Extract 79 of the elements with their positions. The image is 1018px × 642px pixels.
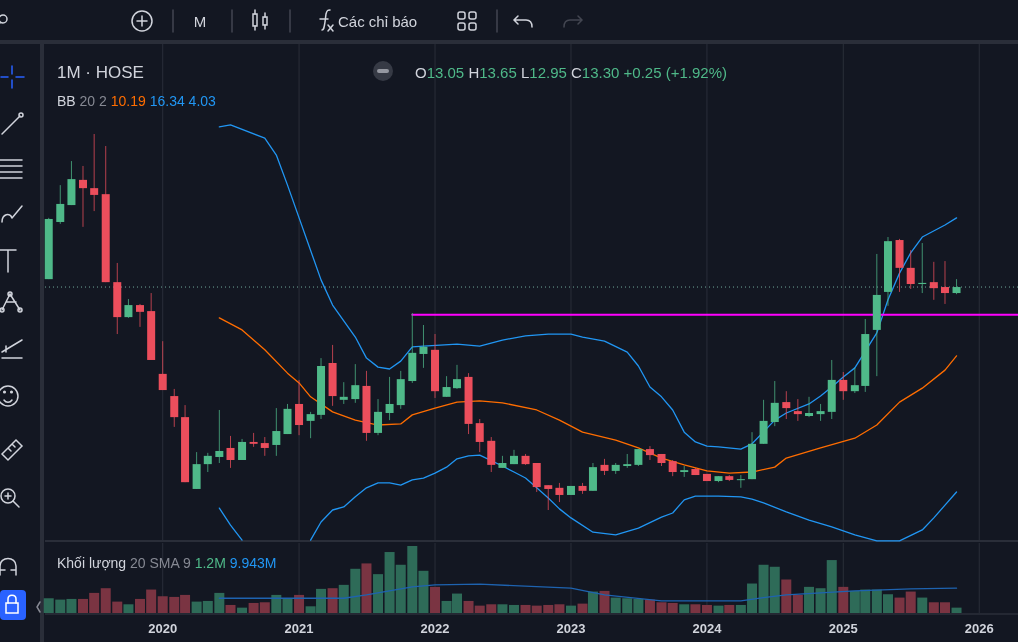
bar: [724, 604, 735, 613]
candlestick: [442, 375, 451, 398]
bar: [644, 599, 655, 613]
bar: [497, 604, 508, 613]
bar: [587, 591, 598, 613]
bar: [123, 604, 134, 613]
candlestick: [339, 381, 348, 405]
candlestick: [295, 379, 304, 436]
bar: [599, 590, 610, 613]
candlestick: [203, 452, 212, 473]
bar: [430, 586, 441, 613]
text: O13.05 H13.65 L12.95 C13.30 +0.25 (+1.92%): [415, 64, 728, 81]
candlestick: [135, 303, 144, 328]
candlestick: [260, 436, 269, 457]
chart-title: 1M · HOSE: [57, 63, 144, 82]
x-tick-label: 2024: [692, 621, 723, 636]
bar: [792, 594, 803, 613]
candlestick: [79, 165, 87, 228]
bar: [690, 604, 701, 613]
candlestick: [90, 133, 99, 212]
candlestick: [782, 390, 791, 420]
candlestick: [385, 376, 394, 421]
x-tick-label: 2026: [964, 621, 994, 636]
text: Các chỉ báo: [338, 13, 418, 30]
bar: [294, 594, 305, 613]
candlestick: [906, 249, 915, 290]
candlestick: [793, 398, 802, 422]
candlestick: [453, 364, 461, 390]
candlestick: [759, 399, 768, 445]
candlestick: [770, 380, 779, 427]
text: M: [193, 13, 207, 30]
bar: [361, 563, 372, 613]
bar: [781, 579, 792, 613]
bar: [679, 604, 690, 613]
bar: [838, 586, 849, 613]
candlestick: [226, 435, 235, 469]
bar: [917, 597, 928, 613]
candlestick: [929, 261, 938, 301]
bar: [508, 604, 519, 613]
x-tick-label: 2022: [420, 621, 450, 636]
bar: [565, 605, 576, 613]
candlestick: [374, 398, 383, 436]
candlestick: [238, 438, 247, 461]
candlestick: [839, 371, 848, 401]
bar: [373, 574, 384, 613]
candlestick: [475, 418, 484, 453]
candlestick: [850, 367, 859, 394]
candlestick: [555, 482, 564, 503]
candlestick: [124, 298, 133, 319]
candlestick: [940, 260, 949, 305]
candlestick: [544, 484, 553, 511]
x-tick-label: 2025: [828, 621, 858, 636]
bar: [951, 607, 962, 613]
candlestick: [56, 184, 65, 225]
annotation: Khối lượng 20 SMA 9 1.2M 9.943M: [57, 555, 277, 571]
candlestick: [306, 411, 315, 439]
candlestick: [351, 363, 360, 404]
candlestick: [645, 445, 654, 461]
x-tick-label: 2020: [148, 621, 178, 636]
candlestick: [419, 324, 428, 369]
candlestick: [170, 388, 179, 428]
bar: [237, 607, 248, 613]
text: BB 20 2 10.19 16.34 4.03: [57, 93, 217, 109]
bar: [804, 586, 815, 613]
candlestick: [158, 340, 167, 391]
bar: [327, 588, 338, 613]
bar: [577, 603, 588, 613]
bar: [701, 604, 712, 613]
candlestick: [588, 462, 597, 492]
bar: [713, 605, 724, 613]
candlestick: [272, 407, 281, 457]
bar: [271, 594, 282, 613]
bar: [225, 604, 236, 613]
x-tick-label: 2021: [284, 621, 314, 636]
candlestick: [805, 396, 814, 418]
bar: [282, 598, 293, 613]
candlestick: [736, 474, 745, 489]
candlestick: [215, 409, 224, 464]
x-tick-label: 2023: [556, 621, 586, 636]
